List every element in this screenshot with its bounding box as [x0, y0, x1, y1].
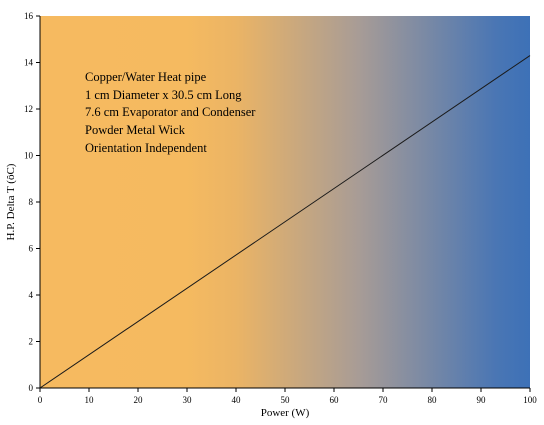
x-tick-label: 50 — [281, 395, 291, 405]
x-axis-title: Power (W) — [261, 407, 310, 419]
y-tick-label: 10 — [24, 151, 34, 161]
x-ticks: 0 10 20 30 40 50 60 70 80 90 100 — [38, 388, 537, 405]
annotation-line-3: 7.6 cm Evaporator and Condenser — [85, 105, 256, 119]
annotation-box: Copper/Water Heat pipe 1 cm Diameter x 3… — [85, 70, 256, 155]
y-tick-label: 8 — [29, 197, 34, 207]
annotation-line-2: 1 cm Diameter x 30.5 cm Long — [85, 88, 242, 102]
y-tick-label: 2 — [29, 337, 34, 347]
series-layer — [39, 55, 531, 389]
x-axis: 0 10 20 30 40 50 60 70 80 90 100 — [38, 387, 537, 405]
y-axis: 0 2 4 6 8 10 12 14 16 — [24, 11, 41, 393]
y-ticks: 0 2 4 6 8 10 12 14 16 — [24, 11, 40, 393]
annotation-line-5: Orientation Independent — [85, 141, 207, 155]
x-tick-label: 90 — [477, 395, 487, 405]
series-line — [39, 55, 531, 389]
x-tick-label: 10 — [85, 395, 95, 405]
annotation-line-4: Powder Metal Wick — [85, 123, 186, 137]
x-tick-label: 20 — [134, 395, 144, 405]
x-tick-label: 100 — [523, 395, 537, 405]
annotation-line-1: Copper/Water Heat pipe — [85, 70, 207, 84]
y-tick-label: 12 — [24, 104, 33, 114]
y-tick-label: 6 — [29, 244, 34, 254]
x-tick-label: 80 — [428, 395, 438, 405]
x-tick-label: 40 — [232, 395, 242, 405]
x-tick-label: 30 — [183, 395, 193, 405]
x-tick-label: 70 — [379, 395, 389, 405]
y-tick-label: 0 — [29, 383, 34, 393]
x-tick-label: 60 — [330, 395, 340, 405]
y-axis-title: H.P. Delta T (ôC) — [5, 163, 17, 240]
y-tick-label: 4 — [29, 290, 34, 300]
y-tick-label: 16 — [24, 11, 34, 21]
plot-area — [40, 16, 530, 388]
y-tick-label: 14 — [24, 58, 34, 68]
x-tick-label: 0 — [38, 395, 43, 405]
